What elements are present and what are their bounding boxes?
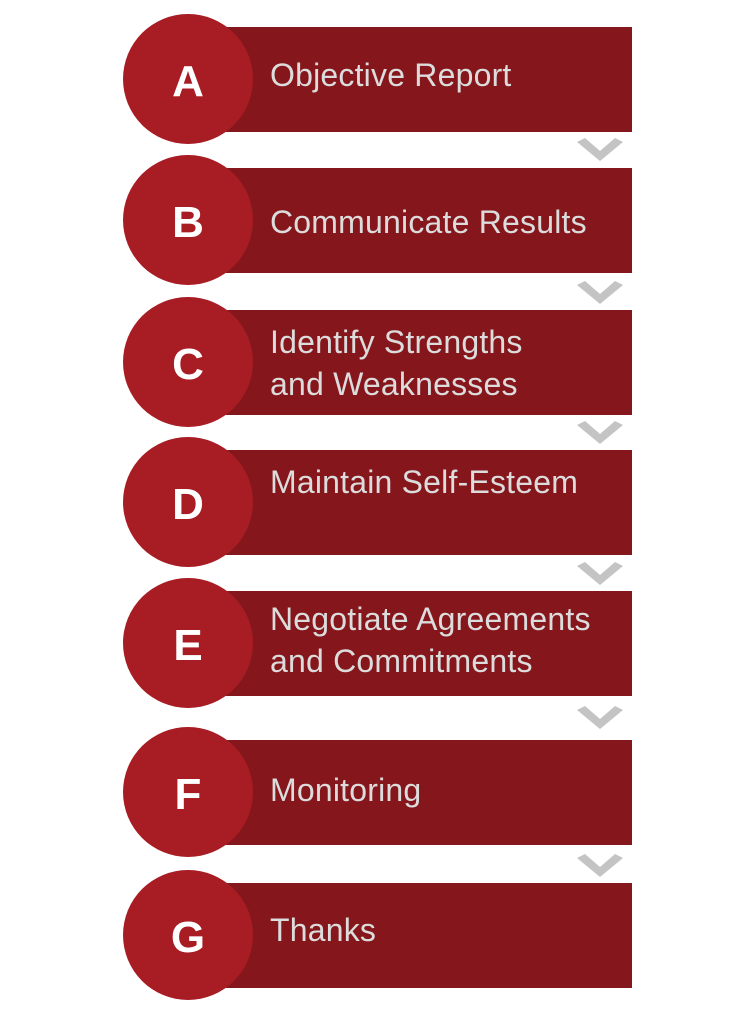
step-label-line: Communicate Results [270, 204, 587, 240]
step-label-line: Thanks [270, 912, 377, 948]
step-badge: F [123, 727, 253, 857]
step-label: Objective Report [270, 54, 630, 96]
step-letter: C [172, 340, 204, 389]
step-bar [200, 740, 632, 845]
step-label: Maintain Self-Esteem [270, 461, 630, 503]
step-badge: B [123, 155, 253, 285]
step-label-line: and Weaknesses [270, 366, 518, 402]
step-bar [200, 27, 632, 132]
chevron-shape [577, 706, 623, 729]
step-badge: C [123, 297, 253, 427]
chevron-down-icon [577, 281, 623, 304]
step-letter: F [174, 770, 202, 819]
chevron-shape [577, 421, 623, 444]
step-label: Communicate Results [270, 201, 630, 243]
step-letter: D [172, 480, 204, 529]
step-bar [200, 168, 632, 273]
step-label: Thanks [270, 909, 630, 951]
chevron-shape [577, 138, 623, 161]
step-badge: E [123, 578, 253, 708]
step-badge: A [123, 14, 253, 144]
chevron-down-icon [577, 421, 623, 444]
step-badge: D [123, 437, 253, 567]
chevron-shape [577, 281, 623, 304]
step-bar [200, 883, 632, 988]
chevron-shape [577, 562, 623, 585]
step-label: Identify Strengths and Weaknesses [270, 321, 630, 405]
step-letter: A [172, 57, 204, 106]
chevron-down-icon [577, 706, 623, 729]
step-bar [200, 450, 632, 555]
step-bar [200, 591, 632, 696]
chevron-shape [577, 854, 623, 877]
step-label: Monitoring [270, 769, 630, 811]
chevron-down-icon [577, 854, 623, 877]
step-label-line: Maintain Self-Esteem [270, 464, 579, 500]
step-letter: B [172, 198, 204, 247]
chevron-down-icon [577, 138, 623, 161]
step-label-line: and Commitments [270, 643, 533, 679]
step-label-line: Identify Strengths [270, 324, 523, 360]
step-label-line: Monitoring [270, 772, 422, 808]
step-badge: G [123, 870, 253, 1000]
step-label: Negotiate Agreements and Commitments [270, 598, 630, 682]
step-letter: E [173, 621, 203, 670]
step-bar [200, 310, 632, 415]
step-label-line: Negotiate Agreements [270, 601, 591, 637]
step-label-line: Objective Report [270, 57, 512, 93]
step-letter: G [170, 913, 206, 962]
chevron-down-icon [577, 562, 623, 585]
